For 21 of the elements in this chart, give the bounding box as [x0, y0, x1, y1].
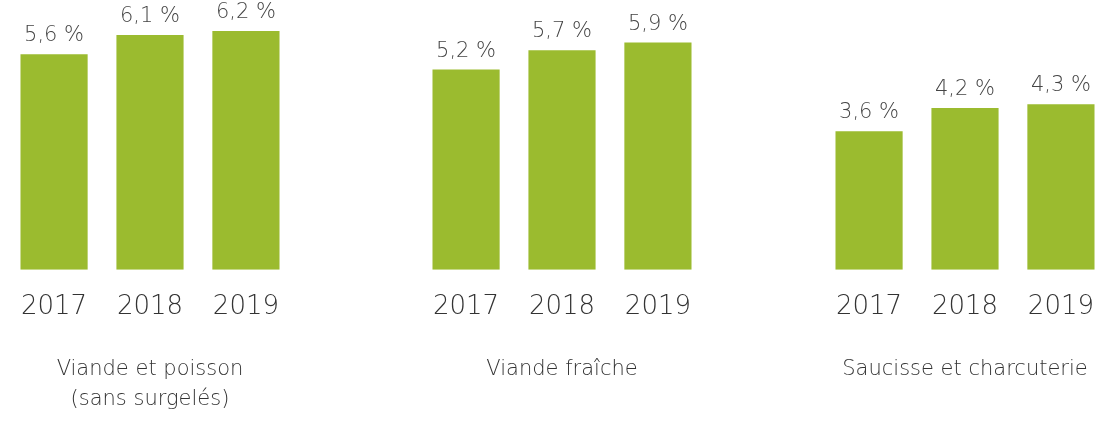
x-tick-label: 2018 — [116, 290, 184, 321]
x-axis-title: Viande et poisson (sans surgelés) — [55, 355, 245, 412]
x-tick-label: 2019 — [1027, 290, 1095, 321]
data-label: 5,9 % — [627, 10, 688, 35]
x-axis-title: Viande fraîche — [485, 355, 639, 382]
x-tick-label: 2019 — [624, 290, 692, 321]
x-axis-title: Saucisse et charcuterie — [841, 355, 1089, 382]
data-label: 6,1 % — [119, 2, 181, 27]
data-label: 6,2 % — [215, 0, 276, 23]
data-label: 5,2 % — [436, 37, 497, 62]
x-tick-label: 2019 — [212, 290, 280, 321]
data-label: 4,2 % — [934, 76, 996, 101]
x-tick-label: 2018 — [931, 290, 999, 321]
x-tick-label: 2018 — [528, 290, 596, 321]
x-tick-label: 2017 — [20, 290, 88, 321]
x-tick-label: 2017 — [432, 290, 500, 321]
data-label: 5,7 % — [531, 18, 593, 43]
data-label: 5,6 % — [24, 22, 85, 47]
data-label: 3,6 % — [839, 99, 900, 124]
data-label: 4,3 % — [1030, 72, 1091, 97]
x-tick-label: 2017 — [835, 290, 903, 321]
